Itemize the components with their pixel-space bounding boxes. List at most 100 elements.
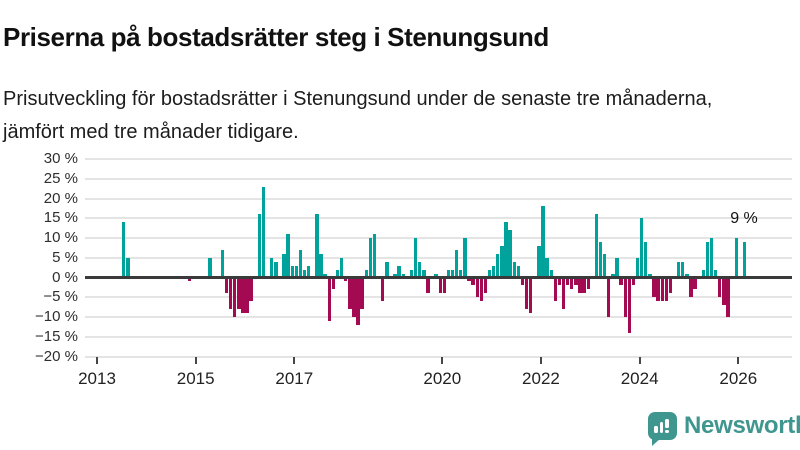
x-axis-tick-label: 2022 [522,369,560,388]
gridline [85,335,792,338]
bar [409,269,414,278]
bar [685,273,689,278]
bar [615,257,619,278]
bar [660,277,664,302]
bar [668,277,673,294]
x-axis-tick-label: 2020 [423,369,462,388]
bar [298,249,303,278]
bar [520,277,525,286]
x-axis-tick-label: 2026 [719,369,758,388]
bar [545,257,549,278]
bar [233,277,237,317]
x-axis-tick [638,357,641,364]
bar [294,265,299,278]
bar [126,257,130,278]
bar [664,277,669,302]
bar [722,277,726,306]
bar [635,257,640,278]
bar [557,277,562,286]
bar [307,265,311,278]
bar [475,277,479,298]
x-axis-tick-label: 2015 [176,369,215,388]
bar [208,257,212,278]
bar [619,277,623,286]
bar [434,273,438,278]
bar [224,277,229,294]
newsworthy-logo-icon [648,412,677,446]
bar [393,273,397,278]
y-axis-tick-label: 30 % [43,150,78,167]
bar [241,277,245,314]
bar [631,277,636,286]
bar [594,214,599,278]
bar [418,261,422,278]
bar [385,261,389,278]
gridline [85,177,792,180]
bar [422,269,426,278]
bar [344,277,348,282]
gridline [85,237,792,239]
y-axis-tick-label: 15 % [43,209,78,227]
bar [122,222,126,278]
bar [442,277,447,294]
bar [446,269,451,278]
bar [553,277,558,302]
bar [565,277,570,286]
x-axis-tick [539,357,542,364]
bar [574,277,578,286]
bar [381,277,385,302]
bar [681,261,685,278]
x-axis-tick [194,357,197,364]
x-axis-tick-label: 2024 [620,369,659,388]
last-value-annotation: 9 % [730,210,758,227]
bar [228,277,233,310]
bar [323,273,327,278]
bar [582,277,586,294]
bar [483,277,488,294]
brand-name: Newsworthy [684,412,800,439]
bar [471,277,475,286]
bar [742,241,747,278]
bar [261,186,266,278]
y-axis-tick-label: 25 % [43,169,78,187]
x-axis-tick [737,357,740,364]
bar [734,238,738,278]
bar [644,241,648,278]
bar [335,269,340,278]
bar [372,234,377,278]
bar [726,277,730,317]
bar [459,269,463,278]
bar [360,277,364,310]
gridline [85,217,792,220]
bar [578,277,582,294]
bar [705,241,710,278]
bar [537,245,541,278]
bar [282,253,286,278]
bar [689,277,693,298]
bar [500,245,504,278]
bar [516,265,521,278]
bar [639,218,644,278]
bar [352,277,356,317]
bar [364,269,368,278]
bar [290,265,294,278]
bar [327,277,331,321]
y-axis-tick-label: 10 % [43,229,78,246]
bar [528,277,533,314]
y-axis-tick-label: 0 % [52,268,78,286]
bar [438,277,442,294]
bar [257,214,262,278]
y-axis-tick-label: −10 % [35,308,78,325]
newsworthy-branding[interactable]: Newsworthy [648,412,800,446]
y-axis-tick-label: −5 % [43,288,78,306]
y-axis-tick-label: −15 % [35,327,78,345]
y-axis-tick-label: −20 % [35,347,78,365]
bar [570,277,574,290]
bar [627,277,632,333]
bar [491,265,496,278]
zero-baseline [85,276,792,279]
bar [356,277,360,325]
bar [286,234,290,278]
